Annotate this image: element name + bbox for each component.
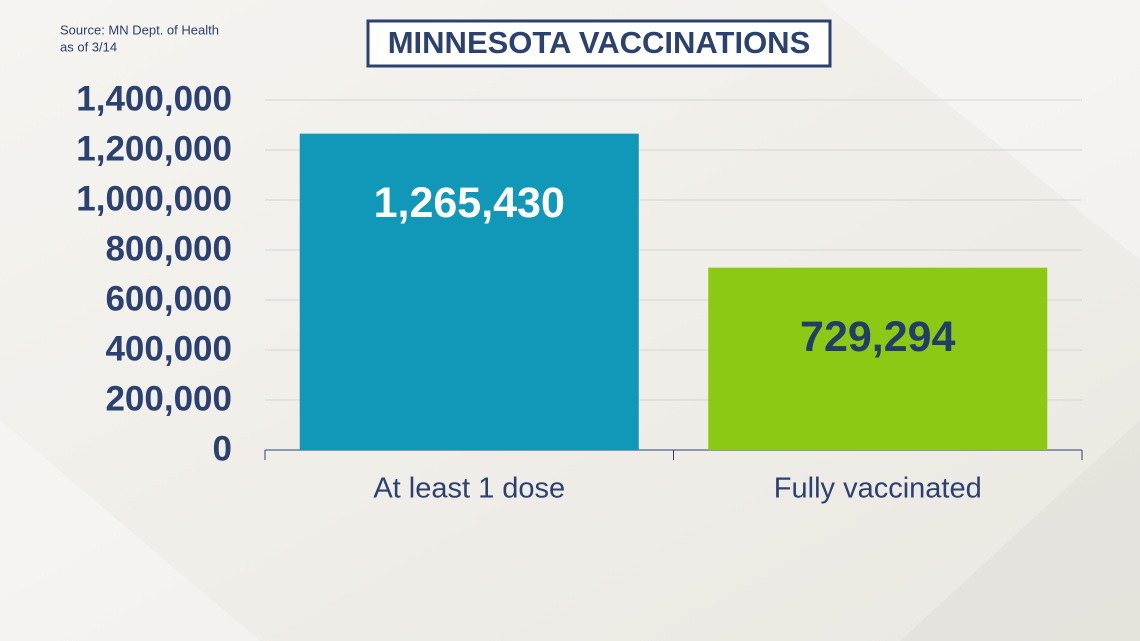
x-tick-label: Fully vaccinated	[774, 473, 982, 505]
y-tick-label: 200,000	[105, 379, 232, 418]
source-note: as of 3/14	[60, 39, 117, 54]
y-tick-label: 1,000,000	[76, 179, 232, 218]
bar	[708, 267, 1048, 450]
y-tick-label: 600,000	[105, 279, 232, 318]
background-shape	[820, 0, 1140, 260]
y-tick-label: 1,200,000	[76, 129, 232, 168]
value-label: 729,294	[800, 313, 956, 361]
y-tick-label: 400,000	[105, 329, 232, 368]
chart-title: MINNESOTA VACCINATIONS	[388, 25, 811, 60]
source-note: Source: MN Dept. of Health	[60, 22, 219, 37]
background-shape	[0, 420, 260, 641]
y-tick-label: 1,400,000	[76, 79, 232, 118]
title-box	[366, 19, 832, 68]
y-tick-label: 800,000	[105, 229, 232, 268]
value-label: 1,265,430	[374, 179, 565, 227]
x-tick-label: At least 1 dose	[373, 473, 565, 505]
y-tick-label: 0	[213, 429, 232, 468]
background-shape	[900, 420, 1140, 641]
bar	[299, 133, 639, 450]
